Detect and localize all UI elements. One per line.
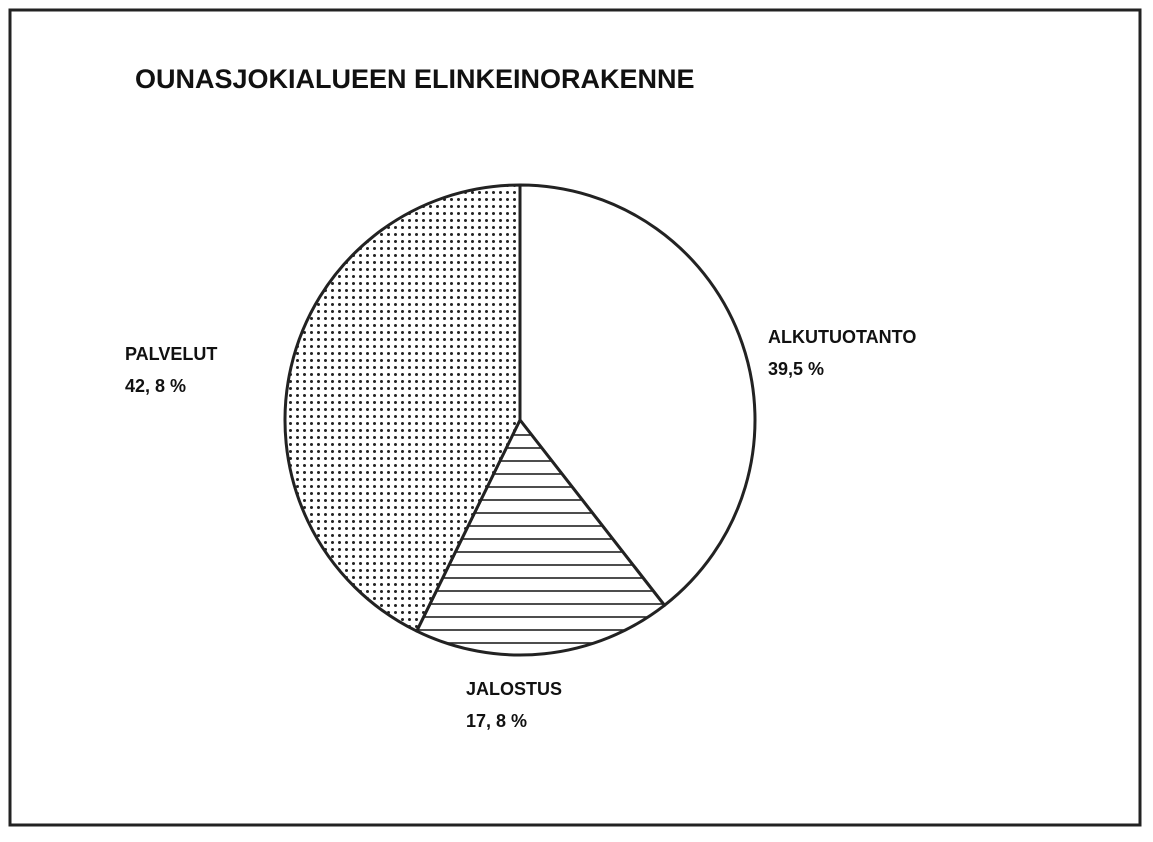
chart-title: OUNASJOKIALUEEN ELINKEINORAKENNE <box>135 64 695 94</box>
pie-slice <box>283 183 522 633</box>
pie-slice <box>415 418 666 657</box>
pie-slice <box>518 183 757 607</box>
slice-label: JALOSTUS <box>466 679 562 699</box>
slice-label: ALKUTUOTANTO <box>768 327 916 347</box>
slice-label: PALVELUT <box>125 344 217 364</box>
frame <box>8 8 1142 827</box>
slice-value-label: 39,5 % <box>768 359 824 379</box>
slice-value-label: 42, 8 % <box>125 376 186 396</box>
slice-value-label: 17, 8 % <box>466 711 527 731</box>
